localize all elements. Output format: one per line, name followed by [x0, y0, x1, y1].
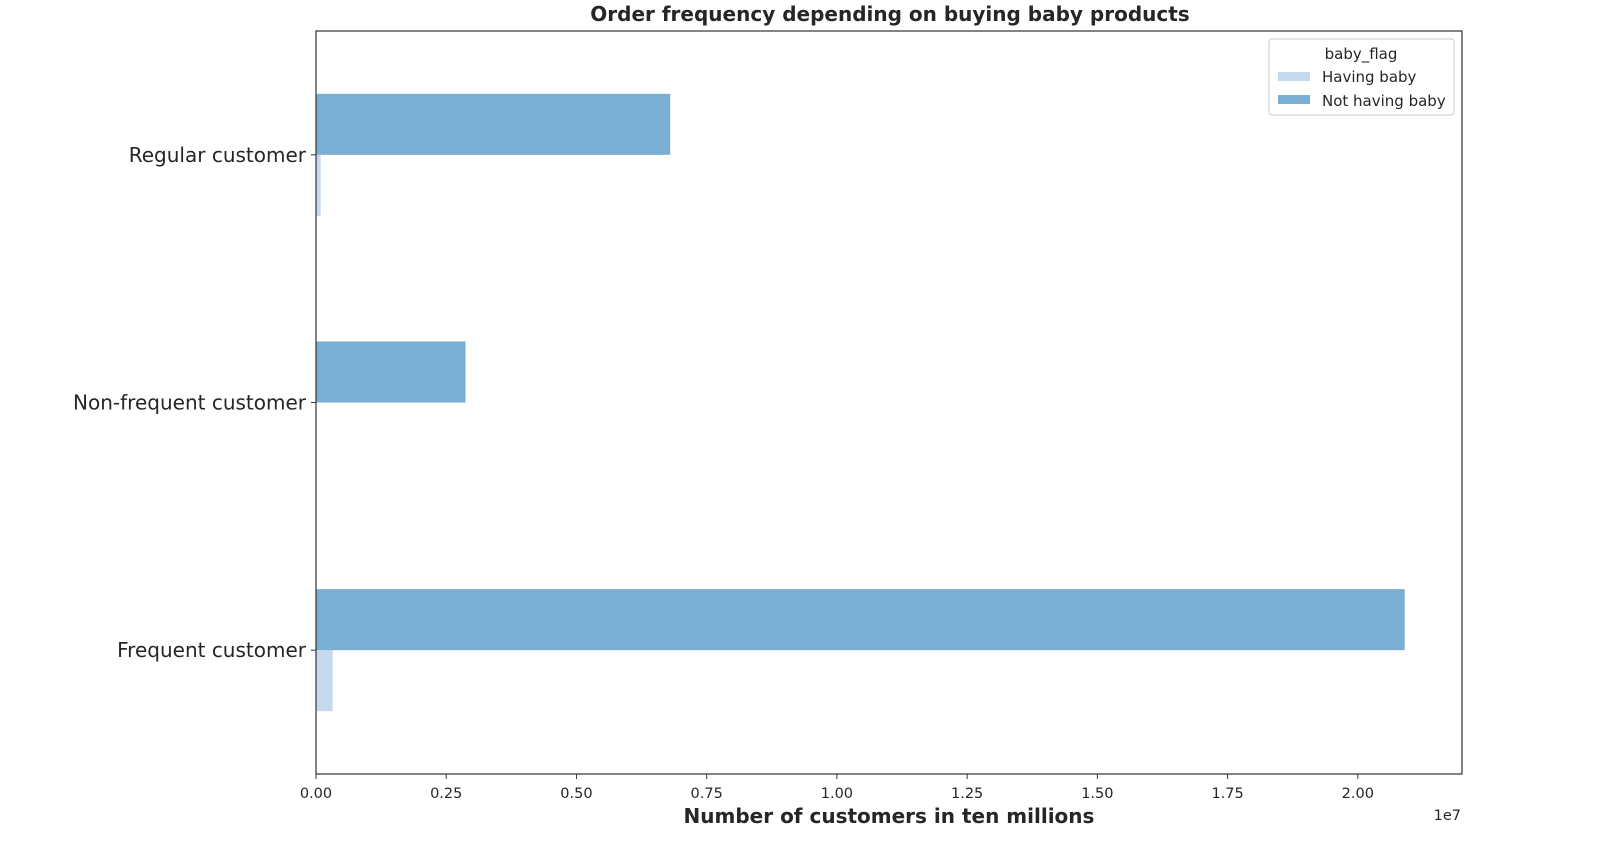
x-tick-label-3: 0.75: [691, 786, 723, 802]
bars-layer: [316, 93, 1405, 712]
legend-title: baby_flag: [1325, 45, 1398, 64]
x-tick-label-0: 0.00: [300, 786, 332, 802]
legend-swatch-not-having-baby: [1278, 95, 1310, 104]
x-axis-offset-label: 1e7: [1434, 808, 1461, 824]
y-tick-label-regular-customer: Regular customer: [129, 143, 307, 167]
bar-not-having-baby-regular-customer: [316, 93, 671, 155]
legend-label-not-having-baby: Not having baby: [1322, 92, 1446, 110]
x-tick-label-8: 2.00: [1342, 786, 1374, 802]
x-tick-label-1: 0.25: [430, 786, 462, 802]
x-tick-label-6: 1.50: [1081, 786, 1113, 802]
x-tick-label-7: 1.75: [1211, 786, 1243, 802]
y-tick-label-non-frequent-customer: Non-frequent customer: [73, 391, 307, 415]
y-tick-label-frequent-customer: Frequent customer: [117, 638, 307, 662]
bar-not-having-baby-non-frequent-customer: [316, 341, 466, 403]
bar-having-baby-frequent-customer: [316, 650, 333, 712]
x-tick-label-2: 0.50: [560, 786, 592, 802]
legend-box: [1268, 38, 1455, 116]
plot-frame: [315, 30, 1463, 775]
bar-not-having-baby-frequent-customer: [316, 589, 1405, 651]
x-axis-label: Number of customers in ten millions: [684, 804, 1095, 828]
ticks-layer: Regular customer Non-frequent customer Fre…: [73, 143, 1374, 802]
legend: baby_flag Having baby Not having baby: [1268, 38, 1455, 116]
x-tick-label-4: 1.00: [821, 786, 853, 802]
legend-swatch-having-baby: [1278, 72, 1310, 81]
chart-title: Order frequency depending on buying baby…: [590, 2, 1189, 26]
bar-having-baby-regular-customer: [316, 154, 321, 216]
x-tick-label-5: 1.25: [951, 786, 983, 802]
legend-label-having-baby: Having baby: [1322, 68, 1417, 86]
